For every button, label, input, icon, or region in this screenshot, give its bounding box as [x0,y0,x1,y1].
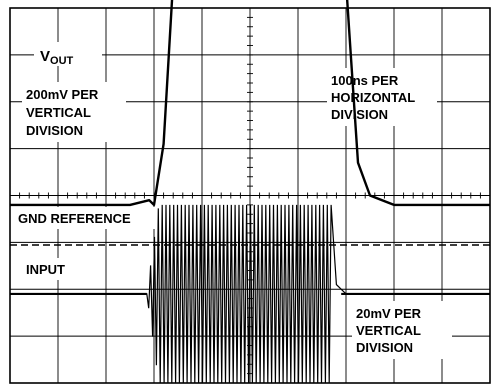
horizontal-scale-label: 100ns PER HORIZONTAL DIVISION [331,73,419,122]
input-trace [10,204,490,384]
vertical-scale-top-label: 200mV PER VERTICAL DIVISION [26,87,102,138]
vout-label: VOUT [40,48,74,67]
label-backgrounds [14,42,452,359]
traces [10,0,490,384]
gnd-reference-label: GND REFERENCE [18,211,131,226]
vertical-scale-bottom-label: 20mV PER VERTICAL DIVISION [356,306,425,355]
vout-trace [10,0,490,207]
input-label: INPUT [26,262,65,277]
